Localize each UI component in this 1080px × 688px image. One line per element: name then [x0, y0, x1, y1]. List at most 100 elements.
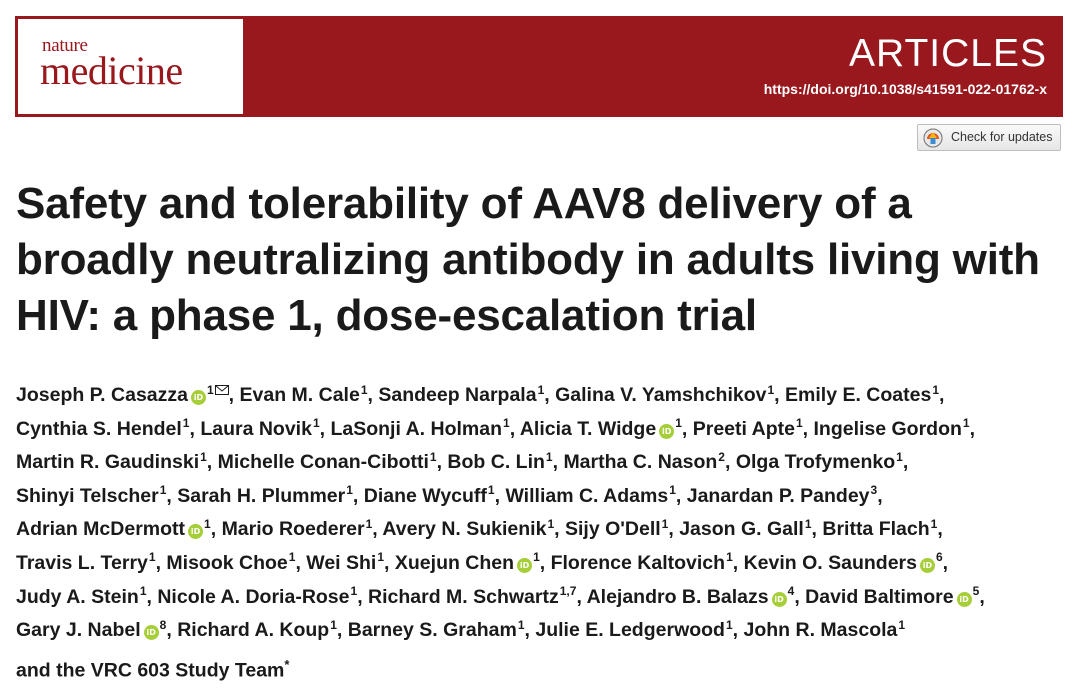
author-item[interactable]: John R. Mascola1: [744, 617, 906, 642]
author-item[interactable]: Diane Wycuff1,: [363, 483, 501, 507]
author-name[interactable]: Julie E. Ledgerwood: [535, 619, 725, 642]
author-item[interactable]: Wei Shi1,: [306, 550, 390, 574]
affiliation-marker[interactable]: 2: [718, 449, 725, 464]
orcid-icon[interactable]: iD: [659, 423, 675, 439]
affiliation-marker[interactable]: 4: [787, 584, 795, 599]
author-item[interactable]: Judy A. Stein1,: [16, 584, 152, 608]
affiliation-marker[interactable]: 1: [312, 416, 320, 431]
author-item[interactable]: Richard M. Schwartz1,7,: [368, 584, 582, 608]
affiliation-marker[interactable]: 1: [148, 550, 156, 565]
affiliation-marker[interactable]: 1: [804, 516, 812, 531]
affiliation-marker[interactable]: 1: [669, 483, 676, 498]
author-item[interactable]: Evan M. Cale1,: [239, 382, 373, 407]
author-item[interactable]: Adrian McDermott iD1,: [16, 516, 217, 541]
affiliation-marker[interactable]: 1: [200, 449, 207, 464]
author-name[interactable]: Martha C. Nason: [563, 451, 718, 474]
author-item[interactable]: Jason G. Gall1,: [679, 516, 817, 541]
affiliation-marker[interactable]: 1: [139, 584, 147, 599]
author-name[interactable]: Janardan P. Pandey: [686, 484, 870, 507]
author-name[interactable]: Gary J. Nabel: [16, 619, 141, 642]
author-item[interactable]: Julie E. Ledgerwood1,: [535, 617, 739, 642]
author-name[interactable]: Galina V. Yamshchikov: [555, 384, 767, 406]
author-item[interactable]: Emily E. Coates1,: [785, 382, 945, 407]
affiliation-marker[interactable]: 5: [972, 584, 980, 599]
orcid-icon[interactable]: iD: [956, 591, 972, 607]
author-item[interactable]: Cynthia S. Hendel1,: [16, 416, 195, 440]
check-for-updates-button[interactable]: Check for updates: [917, 124, 1061, 151]
author-item[interactable]: Britta Flach1,: [822, 516, 943, 541]
author-name[interactable]: Shinyi Telscher: [16, 484, 159, 507]
author-name[interactable]: Travis L. Terry: [16, 551, 148, 574]
author-name[interactable]: Laura Novik: [200, 417, 312, 440]
affiliation-marker[interactable]: 1: [767, 382, 775, 397]
affiliation-marker[interactable]: 1: [377, 550, 385, 565]
affiliation-marker[interactable]: 1: [725, 617, 733, 632]
author-name[interactable]: Barney S. Graham: [347, 619, 517, 642]
author-item[interactable]: Travis L. Terry1,: [16, 550, 161, 574]
author-name[interactable]: LaSonji A. Holman: [330, 417, 503, 440]
orcid-icon[interactable]: iD: [919, 557, 935, 573]
orcid-icon[interactable]: iD: [517, 557, 533, 573]
author-name[interactable]: Sandeep Narpala: [378, 384, 537, 406]
author-name[interactable]: Sijy O'Dell: [564, 518, 661, 541]
affiliation-marker[interactable]: 1: [159, 483, 167, 498]
author-item[interactable]: Michelle Conan-Cibotti1,: [217, 449, 442, 474]
author-item[interactable]: Mario Roederer1,: [221, 516, 378, 541]
affiliation-marker[interactable]: 1: [487, 483, 495, 498]
affiliation-marker[interactable]: 1: [537, 382, 545, 397]
email-icon[interactable]: [214, 373, 229, 407]
affiliation-marker[interactable]: 1: [962, 416, 970, 431]
author-name[interactable]: Bob C. Lin: [447, 451, 545, 474]
author-item[interactable]: Misook Choe1,: [166, 550, 301, 574]
affiliation-marker[interactable]: 3: [870, 483, 878, 498]
author-name[interactable]: Olga Trofymenko: [735, 451, 896, 474]
author-item[interactable]: Alejandro B. Balazs iD4,: [586, 584, 800, 608]
author-name[interactable]: Preeti Apte: [692, 417, 795, 440]
author-name[interactable]: Alicia T. Widge: [519, 417, 657, 440]
author-name[interactable]: Sarah H. Plummer: [177, 484, 346, 507]
author-name[interactable]: Kevin O. Saunders: [743, 551, 917, 574]
author-item[interactable]: Alicia T. Widge iD1,: [519, 416, 688, 440]
author-name[interactable]: William C. Adams: [505, 484, 669, 507]
affiliation-marker[interactable]: 1: [206, 382, 214, 397]
author-name[interactable]: Diane Wycuff: [363, 484, 487, 507]
affiliation-marker[interactable]: 1: [661, 516, 669, 531]
author-name[interactable]: Britta Flach: [822, 518, 930, 541]
author-item[interactable]: Richard A. Koup1,: [177, 617, 343, 642]
author-item[interactable]: LaSonji A. Holman1,: [330, 416, 516, 440]
author-name[interactable]: Ingelise Gordon: [813, 417, 962, 440]
study-team-marker[interactable]: *: [284, 656, 290, 672]
affiliation-marker[interactable]: 1: [898, 617, 906, 632]
author-item[interactable]: Joseph P. Casazza iD1,: [16, 382, 234, 407]
author-name[interactable]: Mario Roederer: [221, 518, 365, 541]
author-item[interactable]: David Baltimore iD5,: [805, 584, 985, 608]
affiliation-marker[interactable]: 1: [930, 516, 938, 531]
author-item[interactable]: Sijy O'Dell1,: [564, 516, 674, 541]
affiliation-marker[interactable]: 1: [503, 416, 510, 431]
affiliation-marker[interactable]: 1: [533, 550, 540, 565]
author-item[interactable]: Preeti Apte1,: [692, 416, 809, 440]
author-name[interactable]: Alejandro B. Balazs: [586, 585, 769, 608]
author-name[interactable]: Richard A. Koup: [177, 619, 330, 642]
author-name[interactable]: Jason G. Gall: [679, 518, 804, 541]
author-item[interactable]: Barney S. Graham1,: [347, 617, 530, 642]
author-item[interactable]: Sarah H. Plummer1,: [177, 483, 359, 507]
author-item[interactable]: Florence Kaltovich1,: [550, 550, 739, 574]
affiliation-marker[interactable]: 1: [429, 449, 437, 464]
affiliation-marker[interactable]: 1,7: [559, 584, 577, 599]
affiliation-marker[interactable]: 1: [360, 382, 368, 397]
affiliation-marker[interactable]: 1: [726, 550, 733, 565]
author-name[interactable]: Xuejun Chen: [394, 551, 515, 574]
author-name[interactable]: Cynthia S. Hendel: [16, 417, 182, 440]
author-item[interactable]: Xuejun Chen iD1,: [394, 550, 546, 574]
doi-link[interactable]: https://doi.org/10.1038/s41591-022-01762…: [763, 81, 1047, 97]
affiliation-marker[interactable]: 1: [517, 617, 525, 632]
author-item[interactable]: Shinyi Telscher1,: [16, 483, 172, 507]
affiliation-marker[interactable]: 1: [204, 516, 211, 531]
author-name[interactable]: Richard M. Schwartz: [368, 585, 559, 608]
author-item[interactable]: Kevin O. Saunders iD6,: [743, 550, 949, 574]
affiliation-marker[interactable]: 1: [182, 416, 190, 431]
author-name[interactable]: David Baltimore: [805, 585, 954, 608]
orcid-icon[interactable]: iD: [190, 390, 206, 405]
author-item[interactable]: Ingelise Gordon1,: [813, 416, 976, 440]
